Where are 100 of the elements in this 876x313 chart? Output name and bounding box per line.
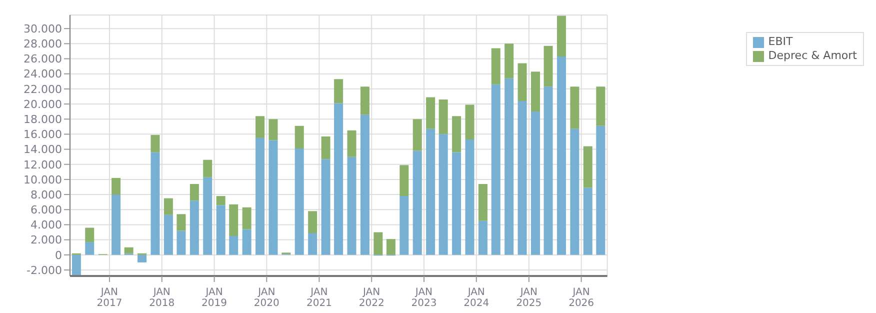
bar [203, 160, 212, 178]
bar [544, 86, 553, 255]
bar [374, 232, 383, 255]
bar [321, 159, 330, 255]
bar [465, 139, 474, 255]
x-tick-label: JAN 2024 [464, 287, 490, 309]
bar [504, 44, 514, 78]
bar [596, 86, 606, 126]
bar [491, 48, 500, 84]
y-tick-label: 12.000 [24, 158, 62, 172]
bar [176, 214, 186, 231]
y-tick-label: 14.000 [24, 143, 62, 156]
y-tick-label: 26.000 [24, 52, 62, 66]
bar [570, 86, 580, 129]
bar [400, 165, 409, 196]
y-tick-label: 28.000 [24, 38, 62, 51]
x-tick-label: JAN 2017 [96, 287, 122, 309]
y-tick-label: 30.000 [24, 22, 62, 36]
bar [229, 204, 238, 236]
bar [72, 254, 81, 276]
bar [544, 46, 553, 87]
bar [138, 254, 147, 262]
y-tick-label: 24.000 [24, 68, 62, 81]
y-tick-label: 10.000 [24, 173, 62, 186]
bar [85, 228, 94, 242]
y-tick-label: -2.000 [26, 264, 62, 277]
bar [491, 84, 500, 255]
bar [518, 63, 527, 101]
bar [294, 148, 304, 255]
bar [478, 184, 488, 221]
bar [426, 128, 436, 255]
bar [530, 112, 540, 255]
bar [518, 100, 527, 255]
bar [294, 126, 304, 149]
bar [150, 134, 160, 152]
bar [596, 126, 606, 255]
bar [452, 152, 462, 255]
bar [203, 177, 212, 255]
bar [124, 247, 134, 254]
bar [308, 211, 318, 234]
bar [438, 99, 448, 134]
bar [216, 205, 226, 255]
bar [164, 198, 173, 215]
bar [360, 114, 370, 255]
x-tick-label: JAN 2026 [568, 287, 594, 309]
bar [229, 236, 238, 255]
x-tick-label: JAN 2018 [149, 287, 175, 309]
x-tick-label: JAN 2025 [516, 287, 542, 309]
bar [242, 229, 252, 255]
y-tick-label: 2.000 [30, 234, 62, 247]
bar [583, 188, 592, 255]
bar [530, 72, 540, 112]
bar [504, 78, 514, 255]
bar [334, 103, 344, 255]
bar [400, 196, 409, 255]
y-tick-label: 16.000 [24, 128, 62, 142]
bar [583, 146, 592, 188]
bar [438, 134, 448, 255]
bar [334, 79, 344, 104]
bar [556, 56, 566, 255]
bar [426, 97, 436, 129]
bar [176, 230, 186, 255]
bar [268, 119, 278, 140]
bar [150, 152, 160, 255]
y-tick-label: 18.000 [24, 113, 62, 126]
bar [347, 130, 356, 157]
bar [256, 138, 265, 255]
bar [321, 136, 330, 160]
x-tick-label: JAN 2019 [202, 287, 227, 309]
y-tick-label: 20.000 [24, 98, 62, 111]
y-tick-label: 0 [55, 248, 62, 262]
bar [268, 140, 278, 255]
bar [347, 156, 356, 255]
bar [360, 86, 370, 115]
legend-label: Deprec & Amort [768, 49, 857, 63]
bar [412, 119, 422, 151]
y-tick-label: 6.000 [30, 204, 62, 217]
bar [164, 214, 173, 255]
bar [190, 200, 199, 255]
bar [308, 233, 318, 255]
bar [242, 207, 252, 230]
bar [216, 196, 226, 206]
y-tick-label: 8.000 [30, 188, 62, 202]
bar [478, 220, 488, 255]
bar [465, 104, 474, 140]
y-tick-label: 22.000 [24, 82, 62, 96]
bar [85, 242, 94, 255]
x-tick-label: JAN 2021 [306, 287, 332, 309]
x-tick-label: JAN 2023 [411, 287, 437, 309]
bar [112, 178, 121, 195]
bar [412, 150, 422, 255]
y-tick-label: 4.000 [30, 218, 62, 232]
bar [256, 116, 265, 138]
bar [112, 194, 121, 255]
bar [452, 116, 462, 152]
bar [386, 239, 396, 255]
bar [570, 128, 580, 255]
x-tick-label: JAN 2020 [254, 287, 280, 309]
bar [556, 16, 566, 56]
x-tick-label: JAN 2022 [358, 287, 384, 309]
